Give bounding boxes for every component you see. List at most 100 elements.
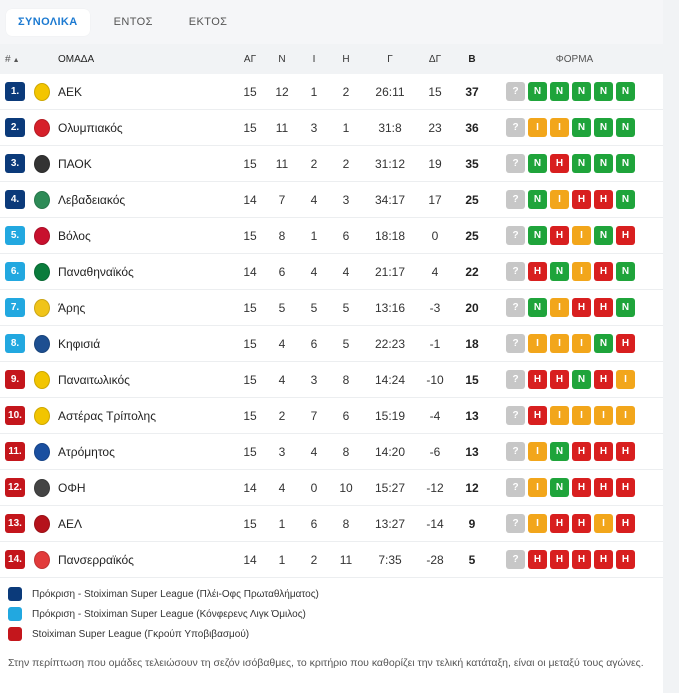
form-result-badge[interactable]: Η [616,442,635,461]
team-logo[interactable] [30,514,54,533]
form-result-badge[interactable]: Ι [528,334,547,353]
tab-away[interactable]: ΕΚΤΟΣ [188,16,228,28]
form-result-badge[interactable]: Ν [528,190,547,209]
team-logo[interactable] [30,370,54,389]
column-played-header[interactable]: ΑΓ [243,53,257,65]
table-row[interactable]: 10. Αστέρας Τρίπολης 15 2 7 6 15:19 -4 13? Η Ι Ι Ι Ι [0,398,663,434]
form-result-badge[interactable]: Η [550,226,569,245]
column-goals-header[interactable]: Γ [387,53,393,65]
table-row[interactable]: 5. Βόλος 15 8 1 6 18:18 0 25? Ν Η Ι Ν Η [0,218,663,254]
team-logo[interactable] [30,334,54,353]
table-row[interactable]: 9. Παναιτωλικός 15 4 3 8 14:24 -10 15? Η Η Ν Η Ι [0,362,663,398]
form-result-badge[interactable]: Ι [550,118,569,137]
form-result-badge[interactable]: Η [528,370,547,389]
form-result-badge[interactable]: Η [572,514,591,533]
form-result-badge[interactable]: Ι [616,370,635,389]
form-result-badge[interactable]: Ν [616,298,635,317]
form-result-badge[interactable]: Ν [594,82,613,101]
form-result-badge[interactable]: Η [550,550,569,569]
table-row[interactable]: 1. ΑΕΚ 15 12 1 2 26:11 15 37? Ν Ν Ν Ν Ν [0,74,663,110]
form-result-badge[interactable]: Ν [528,226,547,245]
form-result-badge[interactable]: Ν [616,154,635,173]
form-result-badge[interactable]: ? [506,118,525,137]
form-result-badge[interactable]: ? [506,514,525,533]
table-row[interactable]: 8. Κηφισιά 15 4 6 5 22:23 -1 18? Ι Ι Ι Ν Η [0,326,663,362]
column-rank-header[interactable]: # ▲ [0,54,30,65]
form-result-badge[interactable]: Ι [572,226,591,245]
form-result-badge[interactable]: Ν [528,82,547,101]
form-result-badge[interactable]: Ι [528,478,547,497]
team-logo[interactable] [30,406,54,425]
form-result-badge[interactable]: Ν [616,118,635,137]
form-result-badge[interactable]: ? [506,334,525,353]
team-logo[interactable] [30,442,54,461]
team-logo[interactable] [30,262,54,281]
form-result-badge[interactable]: Ν [572,370,591,389]
tab-home[interactable]: ΕΝΤΟΣ [113,16,153,28]
form-result-badge[interactable]: Η [616,226,635,245]
form-result-badge[interactable]: Η [572,550,591,569]
form-result-badge[interactable]: Ν [528,154,547,173]
team-name-link[interactable]: Παναθηναϊκός [58,264,134,279]
form-result-badge[interactable]: Η [572,478,591,497]
form-result-badge[interactable]: Η [616,334,635,353]
column-team-header[interactable]: ΟΜΑΔΑ [58,53,95,65]
form-result-badge[interactable]: ? [506,262,525,281]
table-row[interactable]: 3. ΠΑΟΚ 15 11 2 2 31:12 19 35? Ν Η Ν Ν Ν [0,146,663,182]
table-row[interactable]: 13. ΑΕΛ 15 1 6 8 13:27 -14 9? Ι Η Η Ι Η [0,506,663,542]
form-result-badge[interactable]: ? [506,298,525,317]
team-logo[interactable] [30,298,54,317]
form-result-badge[interactable]: Ν [572,154,591,173]
form-result-badge[interactable]: Ν [572,82,591,101]
team-name-link[interactable]: Ολυμπιακός [58,120,123,135]
table-row[interactable]: 12. ΟΦΗ 14 4 0 10 15:27 -12 12? Ι Ν Η Η Η [0,470,663,506]
form-result-badge[interactable]: Ν [550,442,569,461]
form-result-badge[interactable]: Ν [528,298,547,317]
team-logo[interactable] [30,226,54,245]
form-result-badge[interactable]: Ι [528,442,547,461]
form-result-badge[interactable]: Ν [594,154,613,173]
form-result-badge[interactable]: Ν [594,334,613,353]
team-logo[interactable] [30,478,54,497]
form-result-badge[interactable]: Η [594,550,613,569]
table-row[interactable]: 2. Ολυμπιακός 15 11 3 1 31:8 23 36? Ι Ι Ν Ν Ν [0,110,663,146]
form-result-badge[interactable]: Ι [616,406,635,425]
form-result-badge[interactable]: Ν [616,262,635,281]
team-name-link[interactable]: ΑΕΛ [58,516,83,531]
team-logo[interactable] [30,82,54,101]
form-result-badge[interactable]: Η [594,190,613,209]
form-result-badge[interactable]: Ι [572,262,591,281]
form-result-badge[interactable]: Ι [550,190,569,209]
form-result-badge[interactable]: Η [594,298,613,317]
form-result-badge[interactable]: ? [506,154,525,173]
form-result-badge[interactable]: ? [506,82,525,101]
table-row[interactable]: 4. Λεβαδειακός 14 7 4 3 34:17 17 25? Ν Ι Η Η Ν [0,182,663,218]
form-result-badge[interactable]: ? [506,442,525,461]
form-result-badge[interactable]: Η [616,478,635,497]
form-result-badge[interactable]: Η [572,190,591,209]
table-row[interactable]: 6. Παναθηναϊκός 14 6 4 4 21:17 4 22? Η Ν Ι Η Ν [0,254,663,290]
form-result-badge[interactable]: ? [506,190,525,209]
table-row[interactable]: 14. Πανσερραϊκός 14 1 2 11 7:35 -28 5? Η Η Η Η Η [0,542,663,578]
team-name-link[interactable]: Ατρόμητος [58,444,115,459]
form-result-badge[interactable]: Η [550,154,569,173]
form-result-badge[interactable]: Η [550,514,569,533]
team-logo[interactable] [30,154,54,173]
form-result-badge[interactable]: Η [572,442,591,461]
form-result-badge[interactable]: Ν [594,226,613,245]
tab-overall[interactable]: ΣΥΝΟΛΙΚΑ [6,8,90,36]
form-result-badge[interactable]: ? [506,406,525,425]
form-result-badge[interactable]: Ι [550,334,569,353]
form-result-badge[interactable]: Ι [550,298,569,317]
form-result-badge[interactable]: Η [572,298,591,317]
team-name-link[interactable]: Βόλος [58,228,91,243]
column-goal-diff-header[interactable]: ΔΓ [428,53,442,65]
form-result-badge[interactable]: Η [528,550,547,569]
form-result-badge[interactable]: Η [528,262,547,281]
team-name-link[interactable]: ΑΕΚ [58,84,83,99]
team-name-link[interactable]: ΟΦΗ [58,480,86,495]
team-name-link[interactable]: Πανσερραϊκός [58,552,134,567]
form-result-badge[interactable]: Ν [550,82,569,101]
team-name-link[interactable]: Παναιτωλικός [58,372,130,387]
form-result-badge[interactable]: Ι [528,514,547,533]
